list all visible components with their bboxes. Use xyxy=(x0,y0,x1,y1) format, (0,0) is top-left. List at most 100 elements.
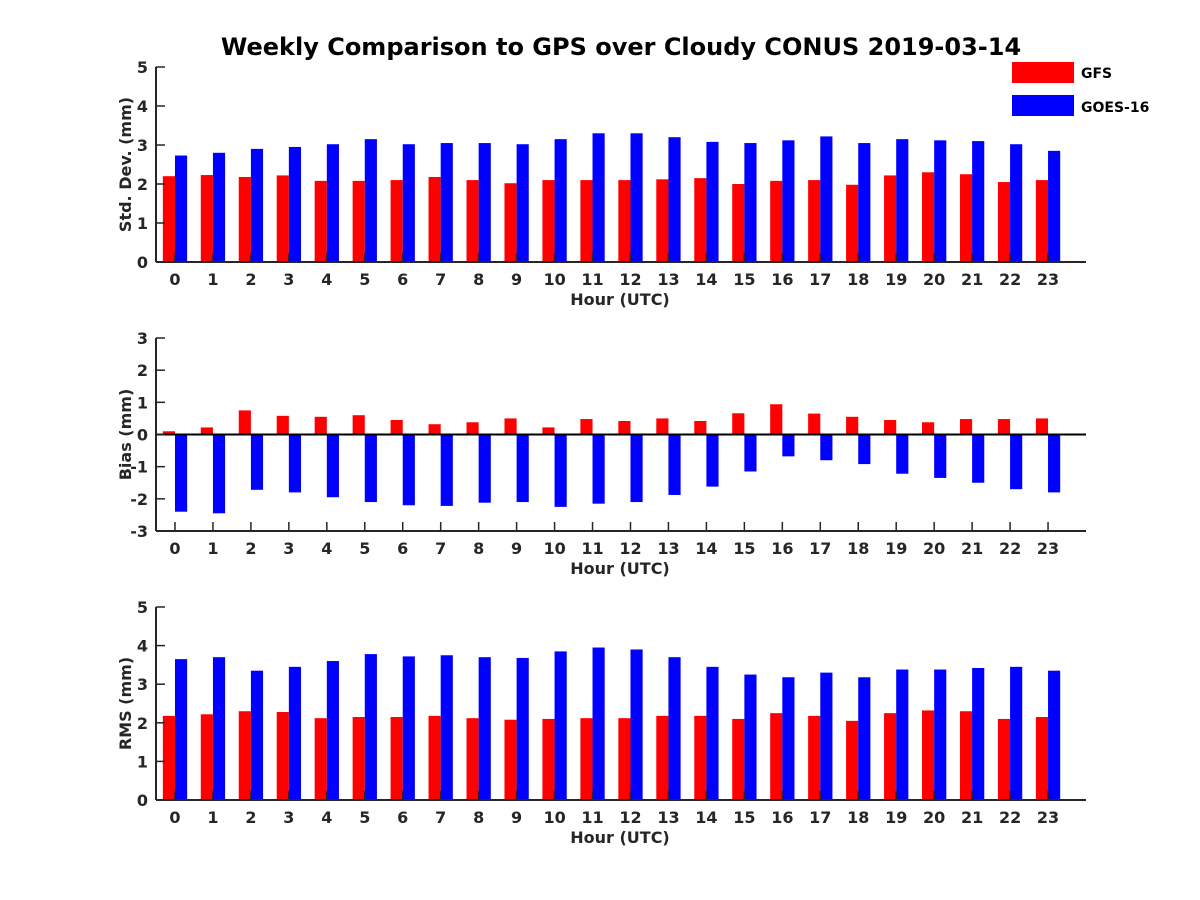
bias-bar-gfs-11 xyxy=(580,419,593,435)
std-dev-y-tick-label: 4 xyxy=(137,97,148,116)
rms-bar-gfs-5 xyxy=(352,717,365,800)
bias-x-tick-label: 7 xyxy=(435,539,446,558)
bias-y-tick-label: -2 xyxy=(130,490,148,509)
bias-y-tick-label: 2 xyxy=(137,361,148,380)
rms-x-tick-label: 10 xyxy=(543,808,565,827)
std-dev-bar-goes16-12 xyxy=(630,133,643,262)
std-dev-y-axis-label: Std. Dev. (mm) xyxy=(116,97,135,232)
std-dev-bar-goes16-11 xyxy=(592,133,605,262)
std-dev-y-tick-label: 3 xyxy=(137,136,148,155)
std-dev-bar-gfs-9 xyxy=(504,183,517,262)
bias-bar-goes16-14 xyxy=(706,434,719,487)
std-dev-bar-goes16-22 xyxy=(1010,144,1023,262)
std-dev-bar-gfs-19 xyxy=(884,175,897,262)
std-dev-x-tick-label: 23 xyxy=(1037,270,1059,289)
bias-x-tick-label: 5 xyxy=(359,539,370,558)
rms-x-tick-label: 11 xyxy=(581,808,603,827)
std-dev-bar-goes16-17 xyxy=(820,136,833,262)
bias-y-tick-label: -3 xyxy=(130,522,148,541)
rms-bar-goes16-19 xyxy=(896,669,909,800)
bias-bar-goes16-13 xyxy=(668,434,681,495)
rms-bar-goes16-20 xyxy=(934,669,947,800)
rms-y-tick-label: 4 xyxy=(137,637,148,656)
bias-bar-gfs-12 xyxy=(618,420,631,435)
bias-bar-gfs-15 xyxy=(732,413,745,435)
rms-bar-gfs-22 xyxy=(997,718,1011,800)
rms-y-tick-label: 1 xyxy=(137,752,148,771)
rms-bar-gfs-0 xyxy=(162,715,175,800)
std-dev-x-tick-label: 12 xyxy=(619,270,641,289)
std-dev-bar-gfs-7 xyxy=(428,176,441,262)
rms-x-tick-label: 2 xyxy=(245,808,256,827)
bias-bar-goes16-6 xyxy=(402,434,415,506)
rms-bar-gfs-4 xyxy=(314,718,327,800)
std-dev-x-tick-label: 16 xyxy=(771,270,793,289)
bias-x-tick-label: 3 xyxy=(283,539,294,558)
bias-bar-gfs-16 xyxy=(770,404,783,435)
rms-x-tick-label: 5 xyxy=(359,808,370,827)
rms-bar-goes16-3 xyxy=(288,666,302,800)
rms-bar-gfs-14 xyxy=(694,715,707,800)
std-dev-bar-gfs-2 xyxy=(238,176,251,262)
std-dev-x-tick-label: 17 xyxy=(809,270,831,289)
legend-swatch-gfs xyxy=(1012,62,1074,83)
rms-x-axis-label: Hour (UTC) xyxy=(570,828,670,847)
std-dev-bar-gfs-22 xyxy=(997,182,1011,262)
bias-bar-gfs-23 xyxy=(1035,418,1049,435)
std-dev-bar-gfs-16 xyxy=(770,180,783,262)
std-dev-x-tick-label: 14 xyxy=(695,270,717,289)
bias-bar-gfs-4 xyxy=(314,416,327,435)
std-dev-bar-gfs-0 xyxy=(162,176,175,262)
bias-bar-goes16-9 xyxy=(516,434,529,503)
bias-bar-gfs-0 xyxy=(162,431,175,435)
rms-bar-goes16-0 xyxy=(174,659,188,800)
rms-bar-gfs-9 xyxy=(504,719,517,800)
rms-y-tick-label: 2 xyxy=(137,714,148,733)
bias-x-tick-label: 16 xyxy=(771,539,793,558)
rms-y-tick-label: 3 xyxy=(137,675,148,694)
bias-x-tick-label: 2 xyxy=(245,539,256,558)
std-dev-bar-goes16-10 xyxy=(554,139,567,262)
bias-bar-goes16-10 xyxy=(554,434,567,507)
std-dev-bar-goes16-21 xyxy=(972,141,985,262)
rms-bar-gfs-3 xyxy=(276,711,289,800)
bias-bar-gfs-10 xyxy=(542,427,555,435)
std-dev-bar-gfs-3 xyxy=(276,175,289,262)
std-dev-bar-gfs-5 xyxy=(352,180,365,262)
std-dev-x-tick-label: 1 xyxy=(207,270,218,289)
std-dev-bar-gfs-4 xyxy=(314,180,327,262)
rms-x-tick-label: 4 xyxy=(321,808,332,827)
std-dev-x-tick-label: 15 xyxy=(733,270,755,289)
std-dev-x-axis-label: Hour (UTC) xyxy=(570,290,670,309)
bias-y-tick-label: 1 xyxy=(137,393,148,412)
bias-bar-gfs-3 xyxy=(276,415,289,435)
bias-x-tick-label: 1 xyxy=(207,539,218,558)
rms-bar-goes16-12 xyxy=(630,649,643,800)
rms-x-tick-label: 6 xyxy=(397,808,408,827)
rms-bar-goes16-2 xyxy=(250,670,264,800)
std-dev-x-tick-label: 4 xyxy=(321,270,332,289)
rms-x-tick-label: 21 xyxy=(961,808,983,827)
rms-bar-gfs-11 xyxy=(580,718,593,800)
bias-y-tick-label: 0 xyxy=(137,426,148,445)
std-dev-bar-gfs-12 xyxy=(618,180,631,262)
rms-bar-gfs-7 xyxy=(428,715,441,800)
std-dev-x-tick-label: 20 xyxy=(923,270,945,289)
bias-bar-goes16-18 xyxy=(858,434,871,465)
rms-x-tick-label: 1 xyxy=(207,808,218,827)
bias-x-tick-label: 9 xyxy=(511,539,522,558)
legend-label-gfs: GFS xyxy=(1081,66,1112,82)
std-dev-x-tick-label: 11 xyxy=(581,270,603,289)
rms-x-tick-label: 16 xyxy=(771,808,793,827)
std-dev-bar-goes16-19 xyxy=(896,139,909,262)
rms-bar-gfs-1 xyxy=(200,714,213,800)
std-dev-bar-goes16-14 xyxy=(706,141,719,262)
bias-bar-gfs-7 xyxy=(428,424,441,435)
rms-bar-gfs-21 xyxy=(959,711,973,800)
std-dev-bar-gfs-18 xyxy=(846,184,859,262)
std-dev-x-tick-label: 13 xyxy=(657,270,679,289)
std-dev-x-tick-label: 22 xyxy=(999,270,1021,289)
bias-bar-goes16-20 xyxy=(934,434,947,478)
bias-x-tick-label: 23 xyxy=(1037,539,1059,558)
rms-bar-goes16-11 xyxy=(592,647,605,800)
